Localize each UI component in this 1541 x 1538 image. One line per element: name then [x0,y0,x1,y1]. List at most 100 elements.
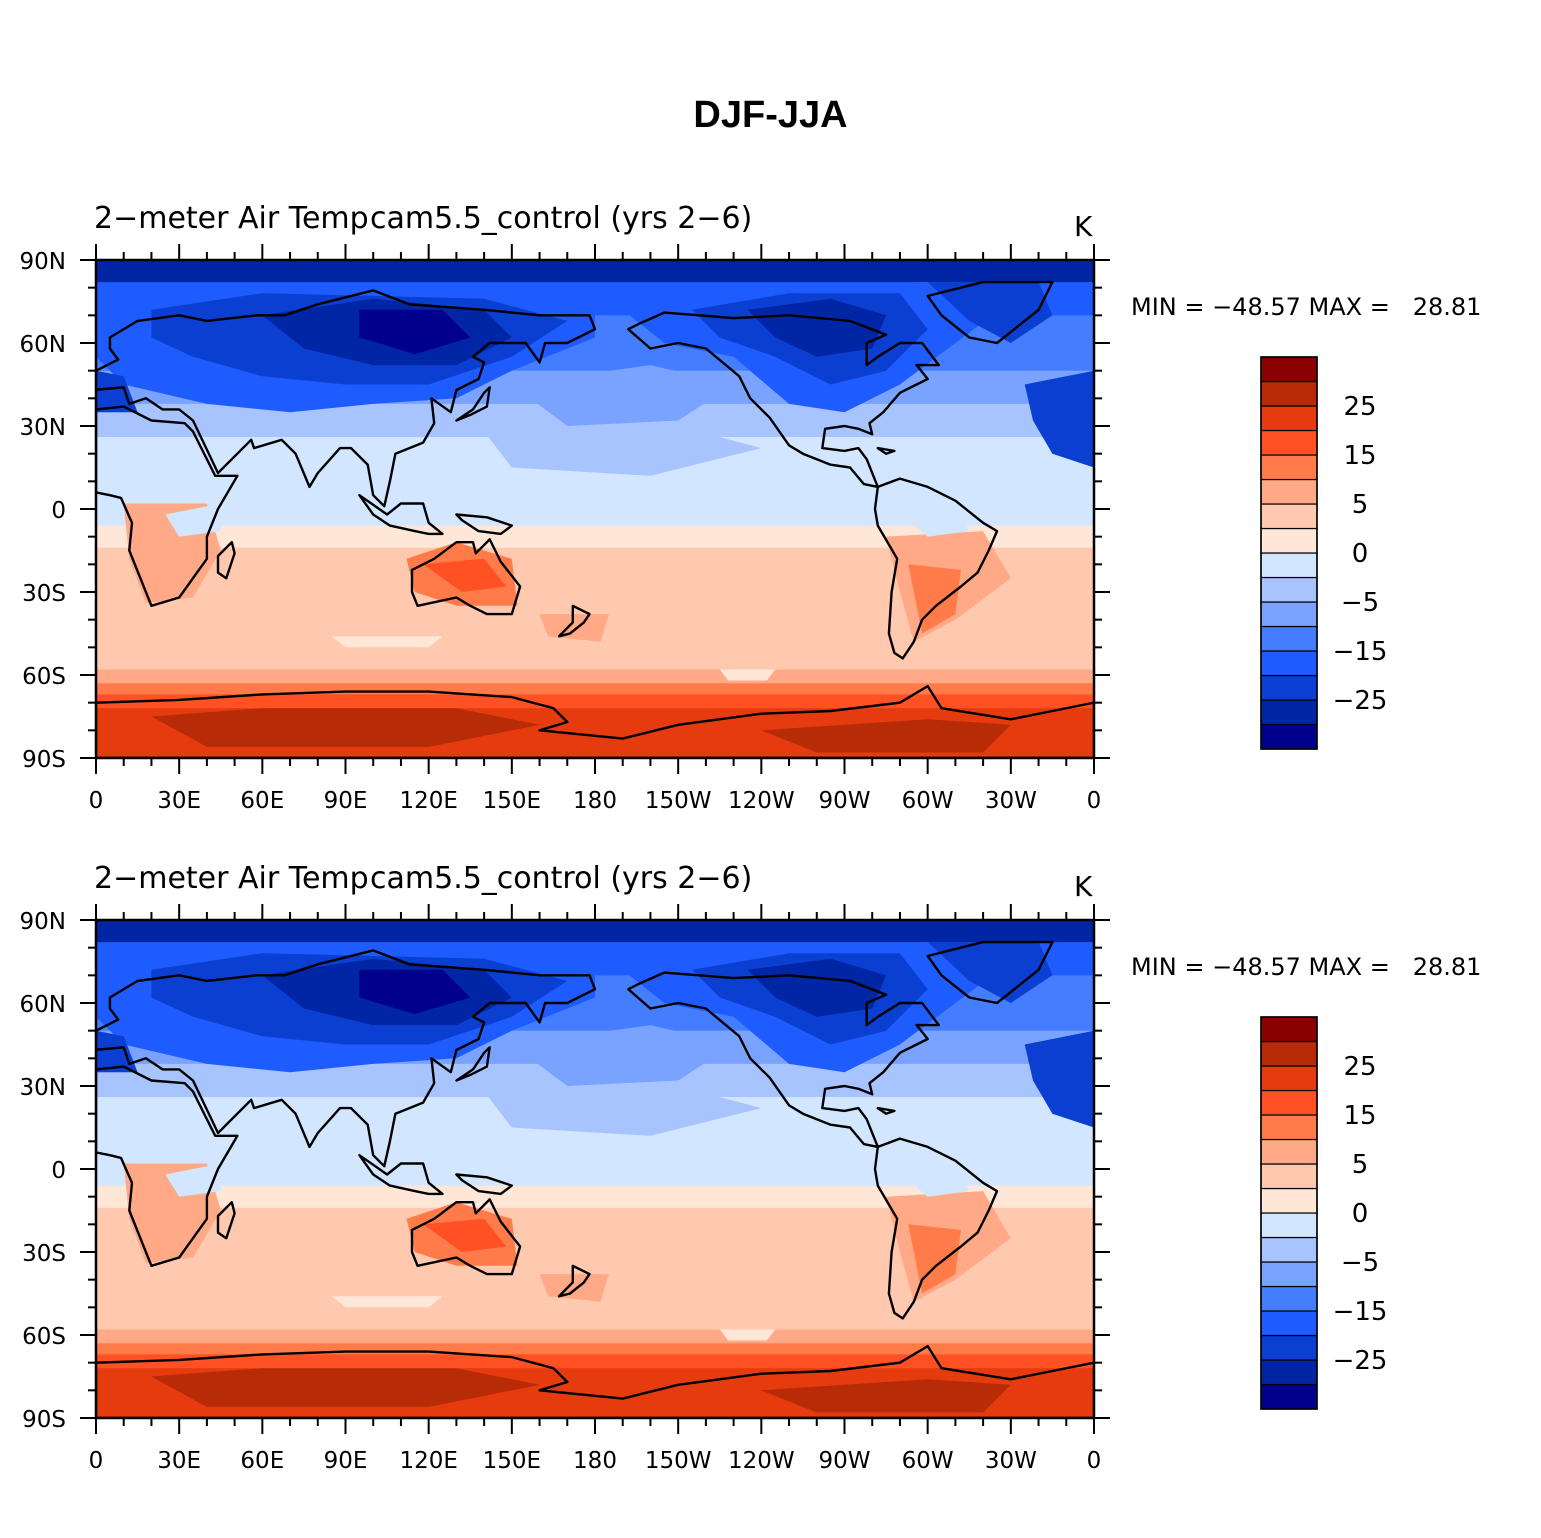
colorbar-swatch [1260,1236,1318,1263]
coastline [557,1264,591,1298]
coastline [455,513,513,536]
coastline [455,386,491,422]
lat-tick-label: 0 [51,498,66,524]
lat-tick-label: 90N [20,249,66,275]
coastline [926,280,1054,345]
coastline [557,604,591,638]
lon-tick-label: 120E [399,788,457,814]
lon-tick-label: 150W [645,1448,712,1474]
lon-tick-label: 150E [483,1448,541,1474]
temperature-field-map [96,920,1094,1418]
colorbar-swatch [1260,1285,1318,1312]
field-contour-region [761,719,1011,753]
lon-tick-label: 150E [483,788,541,814]
field-contour-region [1024,1030,1094,1128]
colorbar-swatch [1260,1212,1318,1239]
panel-left-title: 2−meter Air Temp [94,201,369,236]
lon-tick-label: 180 [573,1448,617,1474]
field-contour-region [511,1025,734,1086]
lon-tick-label: 0 [89,1448,104,1474]
lon-tick-label: 30W [985,788,1037,814]
field-contour-region [747,298,887,357]
coastline [455,1173,513,1196]
lon-tick-label: 60W [902,1448,954,1474]
field-band [96,525,1094,549]
panel-center-title: cam5.5_control (yrs 2−6) [370,861,752,896]
field-contour-region [423,1218,507,1252]
field-band [96,1343,1094,1355]
colorbar-swatch [1260,1383,1318,1410]
lon-tick-label: 60E [240,1448,284,1474]
field-contour-region [96,370,138,413]
colorbar-swatch [1260,1040,1318,1067]
map-axes: 90N 60N 30N 0 30S 60S 90S 0 30E 60E 90E 120E 150E 180… [20,904,1110,1474]
colorbar-label: −15 [1333,637,1388,667]
colorbar-swatch [1260,1310,1318,1337]
coastline [96,289,597,508]
field-contour-region [331,1296,443,1308]
colorbar-swatch [1260,674,1318,701]
field-band [96,694,1094,709]
field-contour-region [484,1086,762,1136]
colorbar-label: 15 [1343,441,1376,471]
field-contour-region [331,636,443,648]
panel-left-title: 2−meter Air Temp [94,861,369,896]
colorbar-label: 5 [1352,1150,1369,1180]
field-band [96,1329,1094,1344]
colorbar-label: −25 [1333,686,1388,716]
panel-center-title: cam5.5_control (yrs 2−6) [370,201,752,236]
coastline [876,1106,896,1115]
colorbar-swatch [1260,503,1318,530]
colorbar-swatch [1260,699,1318,726]
lon-tick-label: 150W [645,788,712,814]
colorbar-swatch [1260,601,1318,628]
panel-units: K [1074,870,1093,903]
colorbar-swatch [1260,1187,1318,1214]
lon-tick-label: 30W [985,1448,1037,1474]
coastline [358,494,444,536]
colorbar-label: −5 [1341,588,1379,618]
field-contour-region [96,1030,138,1073]
lon-tick-label: 30E [157,1448,201,1474]
figure-title: DJF-JJA [693,94,848,136]
colorbar: 25 15 5 0 −5 −15 −25 [1260,356,1388,750]
coastline [216,541,236,580]
coastline [455,1046,491,1082]
coastline [873,477,999,660]
field-contour-region [894,503,970,537]
colorbar-swatch [1260,650,1318,677]
colorbar-swatch [1260,1114,1318,1141]
colorbar-swatch [1260,625,1318,652]
coastline [876,446,896,455]
coastline [216,1201,236,1240]
temperature-field-map [96,260,1094,758]
field-contour-region [151,1368,540,1407]
colorbar-swatch [1260,1334,1318,1361]
field-contour-region [747,958,887,1017]
field-contour-region [129,542,185,598]
lat-tick-label: 30N [20,1075,66,1101]
colorbar-swatch [1260,429,1318,456]
field-band [96,260,1094,283]
lon-tick-label: 120E [399,1448,457,1474]
colorbar-label: −15 [1333,1297,1388,1327]
map-axes: 90N 60N 30N 0 30S 60S 90S 0 30E 60E 90E 120E 150E 180… [20,244,1110,814]
lat-tick-label: 60S [22,1324,66,1350]
colorbar-label: 15 [1343,1101,1376,1131]
lon-tick-label: 120W [728,1448,795,1474]
colorbar-label: 0 [1352,1199,1369,1229]
coastline [410,1198,522,1276]
lon-tick-label: 60W [902,788,954,814]
colorbar-swatch [1260,1261,1318,1288]
colorbar-swatch [1260,576,1318,603]
colorbar-label: 5 [1352,490,1369,520]
colorbar-swatch [1260,478,1318,505]
colorbar-label: 25 [1343,1052,1376,1082]
field-contour-region [165,1163,221,1197]
colorbar-label: 0 [1352,539,1369,569]
colorbar-swatch [1260,552,1318,579]
colorbar-label: −5 [1341,1248,1379,1278]
panel-units: K [1074,210,1093,243]
lon-tick-label: 180 [573,788,617,814]
lat-tick-label: 60S [22,664,66,690]
